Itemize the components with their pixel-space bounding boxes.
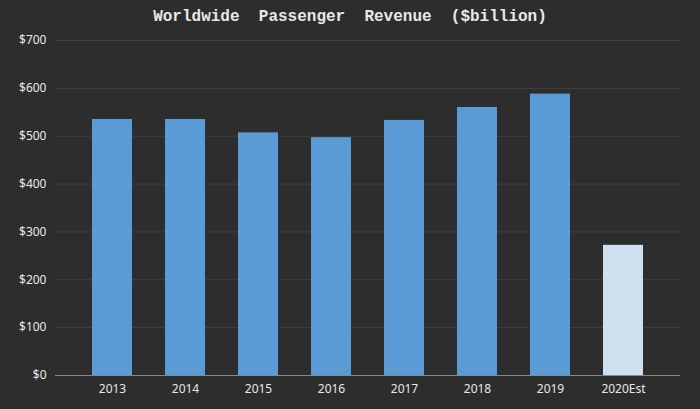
html-text:Worldwide Passenger Revenue ($: Worldwide Passenger Revenue ($billion) [153,8,547,26]
svg-text:$500: $500 [19,127,47,144]
svg-text:$400: $400 [19,175,47,192]
svg-text:$200: $200 [19,271,47,288]
svg-text:2015: 2015 [245,380,273,397]
svg-text:2018: 2018 [464,380,492,397]
svg-text:2014: 2014 [172,380,200,397]
svg-text:2017: 2017 [391,380,419,397]
svg-text:2013: 2013 [99,380,127,397]
svg-text:$300: $300 [19,223,47,240]
svg-text:$600: $600 [19,79,47,96]
svg-text:$100: $100 [19,318,47,335]
svg-text:$0: $0 [33,366,47,383]
svg-text:2019: 2019 [537,380,565,397]
svg-text:2016: 2016 [318,380,346,397]
svg-text:$700: $700 [19,31,47,48]
svg-text:2020Est: 2020Est [601,380,646,397]
